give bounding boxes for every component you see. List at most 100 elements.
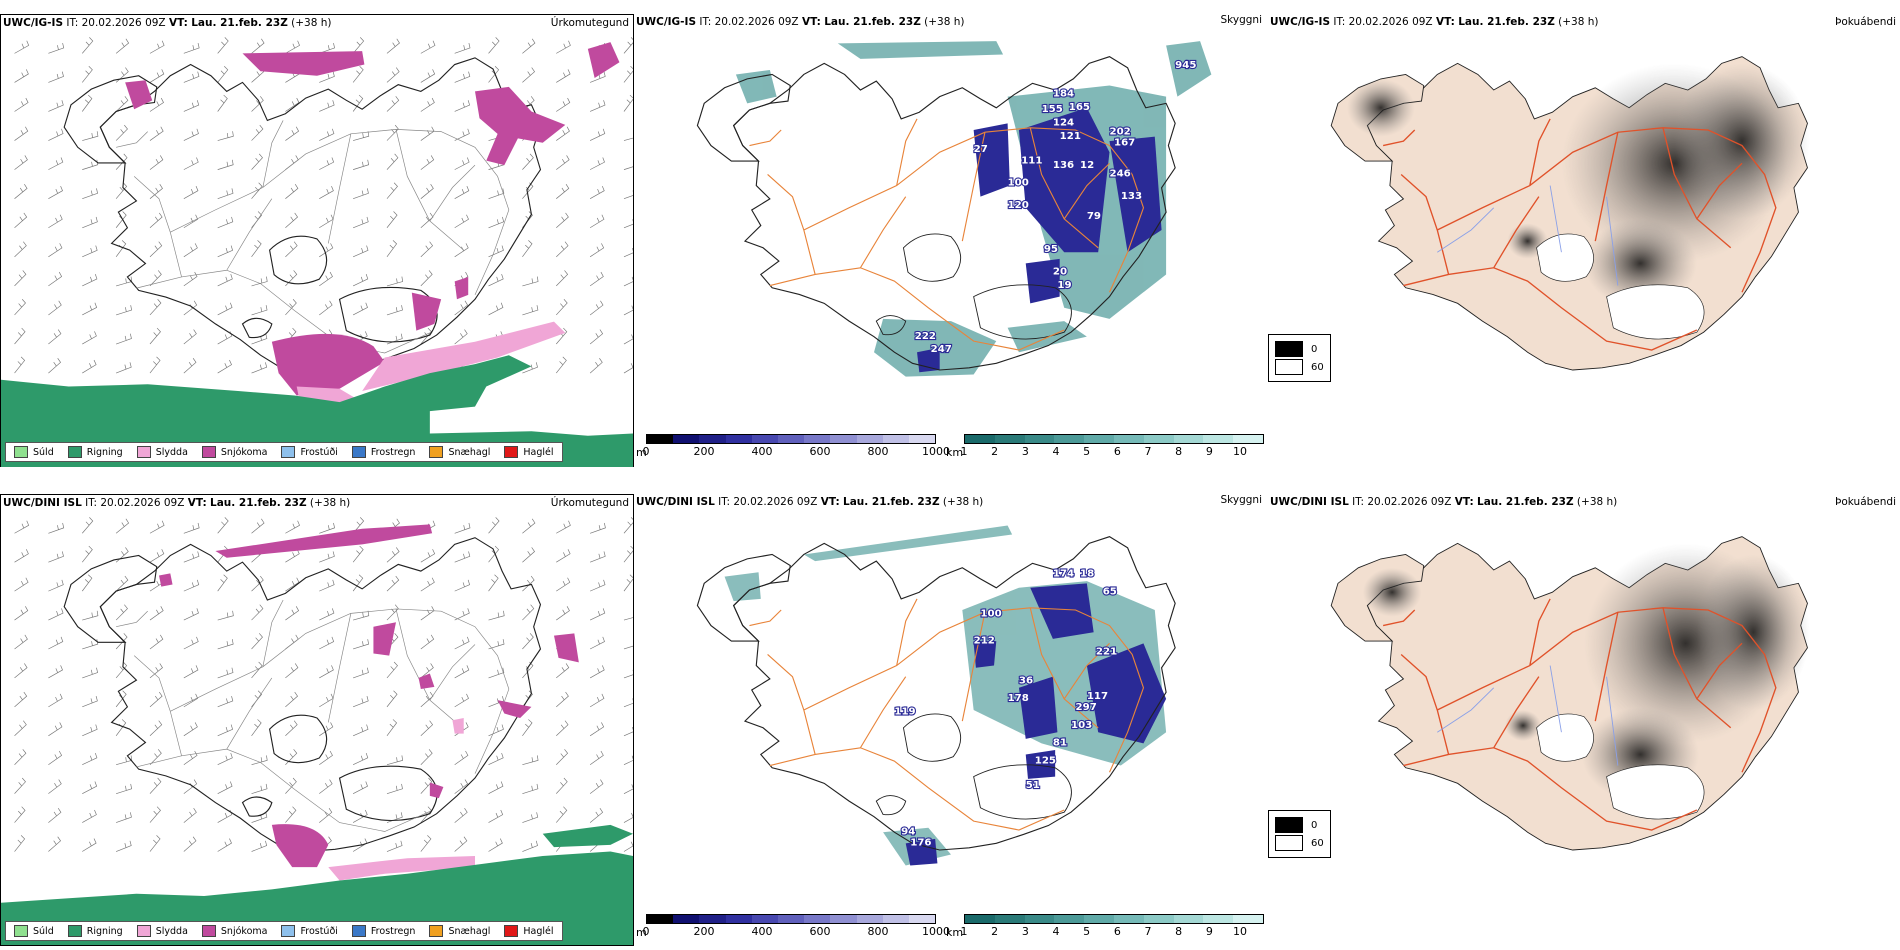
wind-barb (353, 188, 369, 200)
visibility-value-labels: 945 184 155 165 124 202 121 167 27 111 136 12 246 100… (914, 59, 1198, 357)
wind-barb (352, 302, 368, 316)
wind-barb (319, 100, 335, 112)
visibility-value: 51 (1026, 780, 1040, 791)
wind-barb (352, 781, 368, 794)
wind-barb (217, 724, 234, 737)
wind-barb (48, 71, 64, 83)
wind-barb (217, 216, 234, 229)
wind-barb (420, 97, 435, 112)
wind-barb (420, 634, 435, 650)
wind-barb (149, 184, 163, 199)
wind-barb (149, 749, 162, 765)
wind-barb (555, 356, 567, 374)
wind-barb (319, 722, 334, 737)
visibility-value: 221 (1096, 647, 1117, 658)
wind-barb (623, 274, 633, 287)
wind-barb (285, 549, 300, 563)
wind-barb (386, 840, 403, 852)
fog-key: 0 60 (1268, 810, 1331, 858)
wind-barb (14, 155, 28, 170)
wind-barb (556, 606, 570, 621)
m-unit: m (636, 926, 647, 939)
wind-barb (251, 518, 265, 534)
visibility-value: 65 (1103, 587, 1117, 598)
wind-barb (285, 720, 298, 737)
wind-barb (251, 755, 268, 766)
wind-barb (149, 606, 164, 621)
wind-barb (251, 575, 264, 592)
vt-label: VT: (168, 17, 188, 29)
colorbar-cell (830, 915, 857, 923)
colorbar-cell (908, 435, 936, 443)
colorbar-cell (882, 915, 909, 923)
km-unit: km (946, 926, 964, 939)
wind-barb (488, 302, 504, 316)
wind-barb (183, 128, 199, 141)
wind-barb (115, 575, 129, 592)
visibility-value: 111 (1021, 155, 1042, 166)
sleet-areas (328, 717, 475, 881)
wind-barb (386, 661, 398, 679)
wind-barb (48, 836, 62, 852)
colorbar-cell (1143, 915, 1174, 923)
wind-barb (623, 696, 633, 708)
colorbar-tick: 5 (1083, 925, 1091, 938)
wind-barb (420, 720, 434, 737)
it-label: IT: (66, 17, 79, 29)
wind-barb (115, 604, 128, 621)
wind-barb (149, 40, 165, 54)
wind-barb (623, 809, 633, 823)
wind-barb (285, 691, 299, 708)
panel-header: UWC/IG-IS IT: 20.02.2026 09Z VT: Lau. 21… (636, 16, 965, 28)
wind-barb (251, 362, 268, 374)
wind-barb (115, 96, 129, 112)
wind-barb (488, 639, 505, 650)
wind-barb (319, 522, 335, 534)
colorbar-cell (1054, 435, 1085, 443)
wind-barb (82, 724, 98, 737)
colorbar-cell (804, 915, 831, 923)
wind-barb (488, 574, 499, 592)
wind-barb (82, 838, 97, 852)
wind-barb (183, 71, 200, 83)
wind-barb (149, 356, 161, 374)
colorbar-cell (1203, 915, 1234, 923)
wind-barb (556, 520, 571, 534)
snow-areas (159, 524, 579, 868)
visibility-value: 246 (1110, 169, 1131, 180)
precip-map-bottom (1, 517, 633, 945)
wind-barb (319, 128, 335, 141)
wind-barb (319, 271, 333, 287)
wind-barb (82, 781, 98, 794)
wind-barb (319, 807, 333, 823)
wind-barb (556, 549, 571, 563)
visibility-value: 222 (915, 331, 936, 342)
colorbar-tick: 9 (1205, 445, 1213, 458)
visibility-value: 202 (1110, 127, 1131, 138)
panel-header: UWC/DINI ISL IT: 20.02.2026 09Z VT: Lau.… (1270, 496, 1618, 508)
colorbar-cell (1233, 435, 1263, 443)
colorbar-cell (1113, 435, 1144, 443)
legend-item: Frostregn (351, 446, 415, 458)
wind-barb (285, 155, 299, 170)
wind-barb (48, 329, 62, 345)
wind-barb (522, 575, 535, 592)
wind-barb (589, 579, 606, 592)
wind-barb (589, 185, 605, 199)
colorbar-tick: 3 (1021, 445, 1029, 458)
wind-barb (556, 577, 571, 592)
wind-barb (556, 40, 571, 54)
colorbar-cell (751, 915, 778, 923)
visibility-value: 165 (1069, 102, 1090, 113)
visibility-value: 20 (1053, 267, 1067, 278)
wind-barb (81, 94, 93, 112)
wind-barb (522, 240, 533, 258)
panel-title: Skyggni (1220, 14, 1263, 26)
wind-barb (386, 690, 398, 708)
wind-barb (319, 300, 333, 316)
visibility-value: 120 (1008, 200, 1029, 211)
wind-barb (454, 551, 471, 563)
colorbar-cell (1173, 435, 1204, 443)
wind-barb (217, 781, 233, 794)
